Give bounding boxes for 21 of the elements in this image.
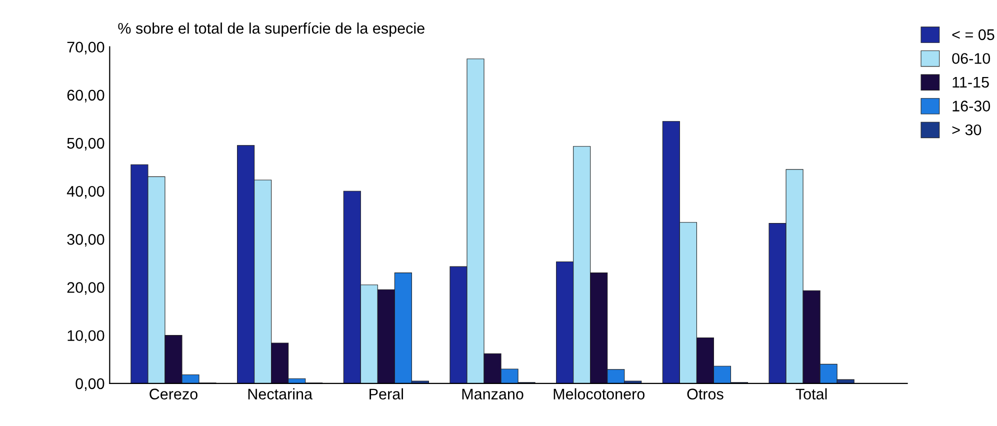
y-tick-label: 40,00: [66, 186, 104, 199]
x-tick-label: Melocotonero: [554, 388, 645, 400]
y-axis-title: % sobre el total de la superfície de la especie: [118, 22, 424, 37]
y-tick-label: 30,00: [67, 234, 104, 247]
legend-label: < = 05: [952, 29, 994, 40]
y-tick-label: 20,00: [67, 282, 104, 295]
x-tick-label: Nectarina: [248, 388, 313, 400]
y-tick-label: 60,00: [67, 90, 104, 102]
x-tick-label: Otros: [687, 388, 724, 400]
legend-label: 11-15: [952, 77, 989, 88]
x-tick-label: Peral: [370, 388, 403, 400]
y-tick-label: 50,00: [67, 138, 104, 151]
y-tick-label: 0,00: [76, 378, 104, 391]
y-tick-label: 10,00: [68, 330, 104, 343]
legend-label: > 30: [952, 124, 982, 136]
legend-label: 16-30: [952, 100, 990, 112]
y-tick-label: 70,00: [67, 42, 104, 54]
x-tick-label: Manzano: [462, 388, 524, 400]
x-tick-label: Cerezo: [150, 388, 198, 400]
legend-label: 06-10: [952, 53, 990, 64]
x-tick-label: Total: [796, 388, 827, 400]
